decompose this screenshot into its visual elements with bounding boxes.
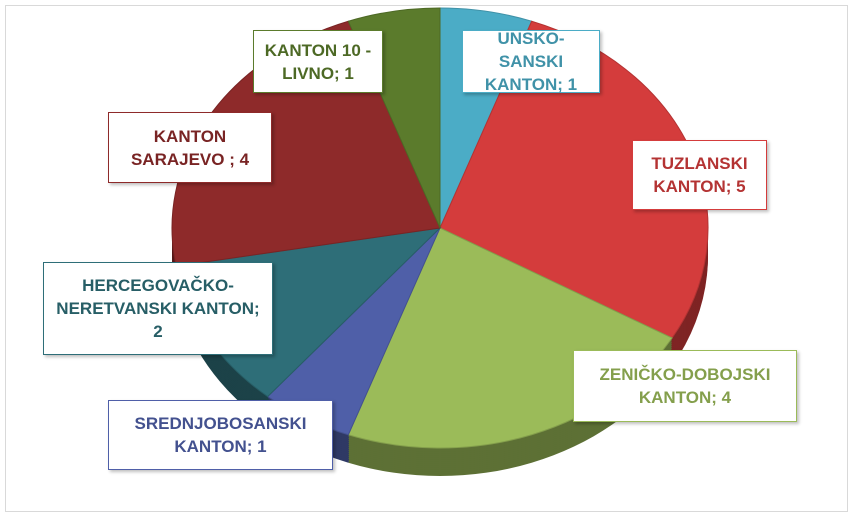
chart-frame xyxy=(5,5,848,512)
data-label: HERCEGOVAČKO-NERETVANSKI KANTON; 2 xyxy=(43,262,273,355)
data-label: UNSKO-SANSKI KANTON; 1 xyxy=(462,29,600,94)
data-label: KANTON SARAJEVO ; 4 xyxy=(108,112,272,183)
data-label: TUZLANSKI KANTON; 5 xyxy=(632,140,767,210)
data-label: SREDNJOBOSANSKI KANTON; 1 xyxy=(108,400,333,470)
data-label: KANTON 10 - LIVNO; 1 xyxy=(253,30,383,93)
data-label: ZENIČKO-DOBOJSKI KANTON; 4 xyxy=(573,350,797,422)
